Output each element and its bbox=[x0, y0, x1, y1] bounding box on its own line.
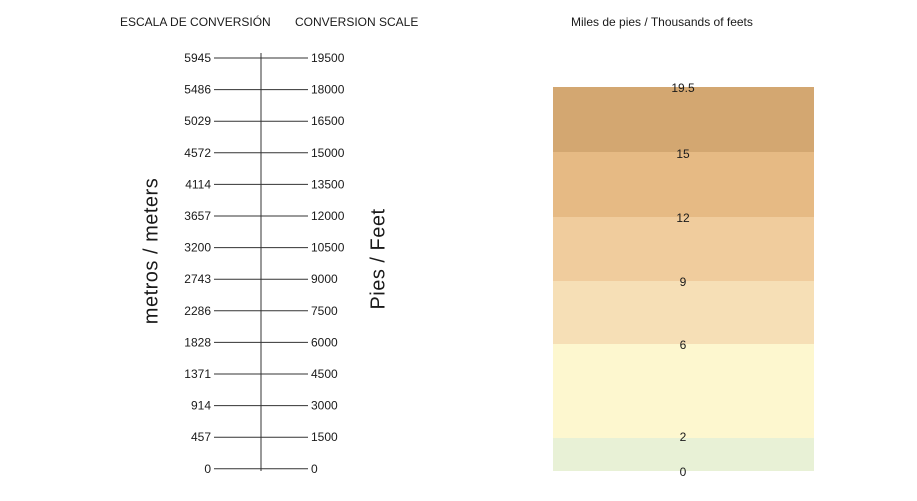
feet-tick-label: 18000 bbox=[311, 83, 345, 97]
feet-tick-label: 19500 bbox=[311, 51, 345, 65]
meters-tick-label: 1828 bbox=[184, 335, 211, 349]
feet-tick-label: 4500 bbox=[311, 367, 338, 381]
scale-title-en: CONVERSION SCALE bbox=[295, 15, 419, 29]
altitude-band bbox=[553, 217, 814, 281]
altitude-band bbox=[553, 344, 814, 438]
meters-tick-label: 4572 bbox=[184, 146, 211, 160]
meters-tick-label: 2286 bbox=[184, 304, 211, 318]
feet-tick-label: 1500 bbox=[311, 430, 338, 444]
altitude-band-label: 9 bbox=[679, 275, 687, 289]
meters-tick-label: 457 bbox=[191, 430, 211, 444]
altitude-band bbox=[553, 281, 814, 344]
altitude-band-label: 19.5 bbox=[671, 81, 695, 95]
altitude-band-label: 15 bbox=[676, 147, 690, 161]
scale-title-es: ESCALA DE CONVERSIÓN bbox=[120, 15, 271, 29]
meters-tick-label: 0 bbox=[204, 462, 211, 476]
feet-axis-label: Pies / Feet bbox=[367, 208, 390, 310]
altitude-band bbox=[553, 438, 814, 471]
meters-tick-label: 5945 bbox=[184, 51, 211, 65]
meters-axis-label: metros / meters bbox=[140, 177, 163, 325]
altitude-band-label: 0 bbox=[679, 465, 687, 479]
feet-tick-label: 9000 bbox=[311, 272, 338, 286]
feet-tick-label: 3000 bbox=[311, 399, 338, 413]
feet-tick-label: 6000 bbox=[311, 335, 338, 349]
feet-tick-label: 0 bbox=[311, 462, 318, 476]
meters-tick-label: 5029 bbox=[184, 114, 211, 128]
meters-tick-label: 1371 bbox=[184, 367, 211, 381]
feet-tick-label: 15000 bbox=[311, 146, 345, 160]
meters-tick-label: 914 bbox=[191, 399, 211, 413]
meters-tick-label: 3657 bbox=[184, 209, 211, 223]
feet-tick-label: 16500 bbox=[311, 114, 345, 128]
feet-tick-label: 13500 bbox=[311, 177, 345, 191]
feet-tick-label: 10500 bbox=[311, 241, 345, 255]
meters-tick-label: 2743 bbox=[184, 272, 211, 286]
bands-title: Miles de pies / Thousands of feets bbox=[571, 15, 753, 29]
meters-tick-label: 5486 bbox=[184, 83, 211, 97]
feet-tick-label: 7500 bbox=[311, 304, 338, 318]
altitude-band bbox=[553, 152, 814, 217]
altitude-band-label: 6 bbox=[679, 338, 687, 352]
altitude-band bbox=[553, 87, 814, 152]
altitude-band-label: 2 bbox=[679, 430, 687, 444]
feet-tick-label: 12000 bbox=[311, 209, 345, 223]
meters-tick-label: 3200 bbox=[184, 241, 211, 255]
altitude-band-label: 12 bbox=[676, 211, 690, 225]
meters-tick-label: 4114 bbox=[185, 177, 211, 191]
